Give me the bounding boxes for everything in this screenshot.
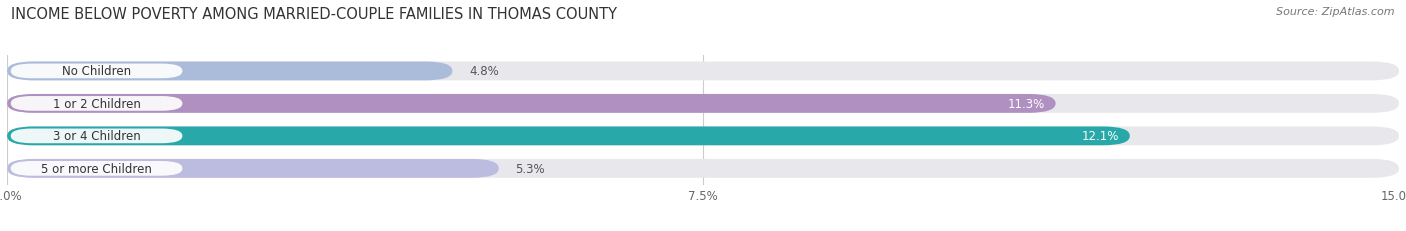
FancyBboxPatch shape xyxy=(7,62,453,81)
FancyBboxPatch shape xyxy=(11,64,183,79)
Text: 5 or more Children: 5 or more Children xyxy=(41,162,152,175)
Text: No Children: No Children xyxy=(62,65,131,78)
Text: 1 or 2 Children: 1 or 2 Children xyxy=(52,97,141,110)
Text: 12.1%: 12.1% xyxy=(1081,130,1119,143)
FancyBboxPatch shape xyxy=(7,159,1399,178)
FancyBboxPatch shape xyxy=(11,161,183,176)
Text: INCOME BELOW POVERTY AMONG MARRIED-COUPLE FAMILIES IN THOMAS COUNTY: INCOME BELOW POVERTY AMONG MARRIED-COUPL… xyxy=(11,7,617,22)
Text: 3 or 4 Children: 3 or 4 Children xyxy=(52,130,141,143)
FancyBboxPatch shape xyxy=(11,97,183,111)
FancyBboxPatch shape xyxy=(7,94,1056,113)
FancyBboxPatch shape xyxy=(7,159,499,178)
Text: 11.3%: 11.3% xyxy=(1007,97,1045,110)
FancyBboxPatch shape xyxy=(7,127,1399,146)
FancyBboxPatch shape xyxy=(7,127,1130,146)
FancyBboxPatch shape xyxy=(7,62,1399,81)
Text: 4.8%: 4.8% xyxy=(470,65,499,78)
Text: Source: ZipAtlas.com: Source: ZipAtlas.com xyxy=(1277,7,1395,17)
Text: 5.3%: 5.3% xyxy=(516,162,546,175)
FancyBboxPatch shape xyxy=(7,94,1399,113)
FancyBboxPatch shape xyxy=(11,129,183,144)
